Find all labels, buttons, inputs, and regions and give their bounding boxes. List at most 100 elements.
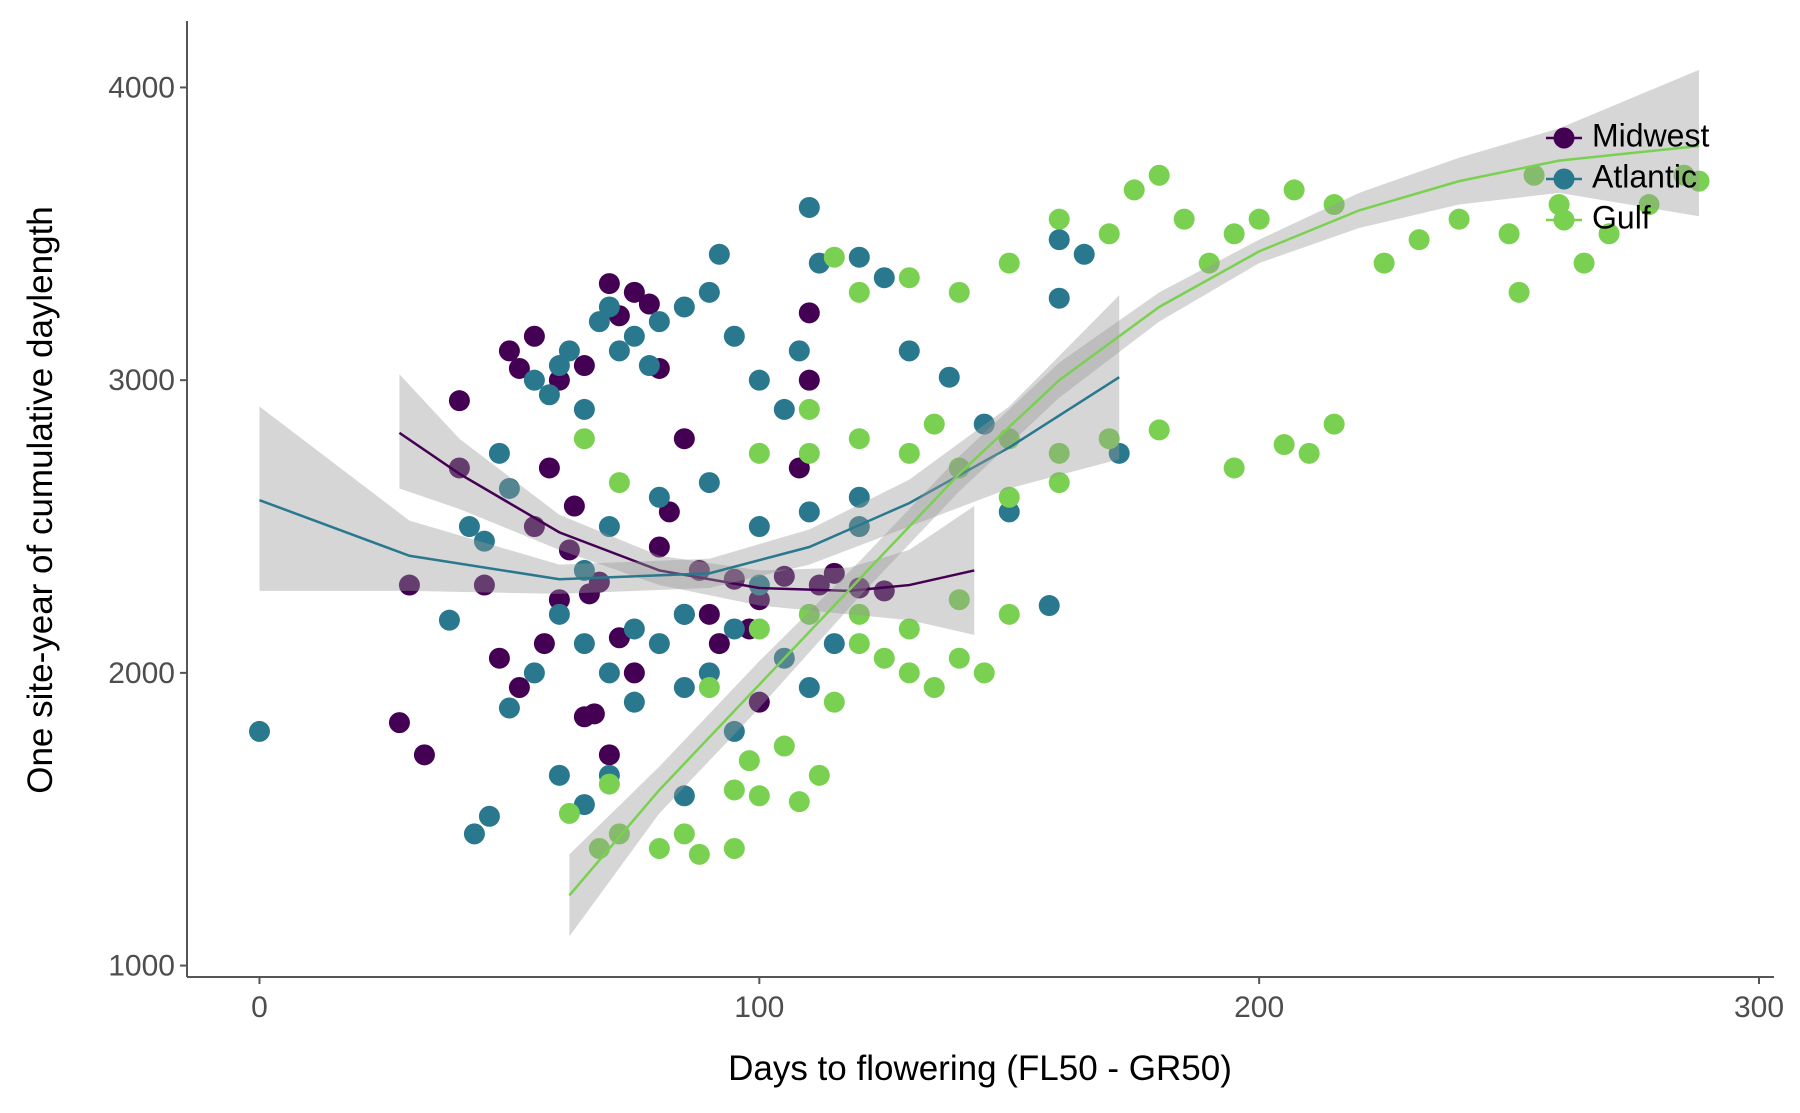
point xyxy=(748,589,770,611)
point xyxy=(598,662,620,684)
point xyxy=(798,677,820,699)
point xyxy=(923,413,945,435)
point xyxy=(1248,208,1270,230)
point xyxy=(1108,442,1130,464)
point xyxy=(673,603,695,625)
point xyxy=(848,486,870,508)
point xyxy=(438,609,460,631)
point xyxy=(638,293,660,315)
point xyxy=(1048,229,1070,251)
point xyxy=(1123,179,1145,201)
point xyxy=(673,677,695,699)
point xyxy=(473,530,495,552)
point xyxy=(1048,442,1070,464)
point xyxy=(1173,208,1195,230)
point xyxy=(588,311,610,333)
point xyxy=(948,589,970,611)
point xyxy=(998,486,1020,508)
point xyxy=(788,340,810,362)
point xyxy=(1598,223,1620,245)
point xyxy=(748,574,770,596)
point xyxy=(558,539,580,561)
point xyxy=(548,369,570,391)
point xyxy=(388,712,410,734)
point xyxy=(548,603,570,625)
point xyxy=(623,281,645,303)
point xyxy=(1523,164,1545,186)
point xyxy=(498,697,520,719)
confidence-band xyxy=(399,374,975,635)
point xyxy=(448,457,470,479)
point xyxy=(648,536,670,558)
point xyxy=(723,837,745,859)
point xyxy=(1498,223,1520,245)
point xyxy=(523,662,545,684)
point xyxy=(723,325,745,347)
y-axis-title: One site-year of cumulative daylength xyxy=(21,206,60,794)
point xyxy=(558,802,580,824)
point xyxy=(573,559,595,581)
point xyxy=(773,565,795,587)
point xyxy=(673,428,695,450)
point xyxy=(898,442,920,464)
point xyxy=(598,744,620,766)
point xyxy=(723,779,745,801)
point xyxy=(698,677,720,699)
point xyxy=(748,369,770,391)
point xyxy=(898,340,920,362)
point xyxy=(748,442,770,464)
point xyxy=(673,785,695,807)
point xyxy=(873,580,895,602)
point xyxy=(998,603,1020,625)
point xyxy=(823,691,845,713)
point xyxy=(848,428,870,450)
point xyxy=(698,662,720,684)
point xyxy=(598,273,620,295)
legend-key xyxy=(1553,168,1575,190)
x-tick-label: 0 xyxy=(251,991,268,1024)
point xyxy=(798,501,820,523)
point xyxy=(1048,208,1070,230)
point xyxy=(1573,252,1595,274)
point xyxy=(1148,164,1170,186)
point xyxy=(798,369,820,391)
x-tick-label: 100 xyxy=(734,991,784,1024)
point xyxy=(1298,442,1320,464)
point xyxy=(848,577,870,599)
point xyxy=(1048,287,1070,309)
point xyxy=(848,633,870,655)
point xyxy=(748,785,770,807)
point xyxy=(498,477,520,499)
point xyxy=(998,501,1020,523)
point xyxy=(1283,179,1305,201)
point xyxy=(738,750,760,772)
point xyxy=(948,281,970,303)
point xyxy=(688,843,710,865)
point xyxy=(798,196,820,218)
point xyxy=(708,633,730,655)
point xyxy=(623,618,645,640)
point xyxy=(523,369,545,391)
point xyxy=(498,340,520,362)
point xyxy=(898,618,920,640)
point xyxy=(1448,208,1470,230)
point xyxy=(798,302,820,324)
point xyxy=(748,516,770,538)
confidence-band xyxy=(259,295,1120,594)
point xyxy=(848,603,870,625)
legend-label: Gulf xyxy=(1592,199,1651,235)
point xyxy=(948,647,970,669)
point xyxy=(1223,457,1245,479)
x-tick-label: 300 xyxy=(1734,991,1784,1024)
point xyxy=(1198,252,1220,274)
point xyxy=(898,267,920,289)
point xyxy=(788,457,810,479)
smooth-line xyxy=(259,376,1120,581)
point xyxy=(1373,252,1395,274)
point xyxy=(533,633,555,655)
point xyxy=(648,633,670,655)
point xyxy=(673,296,695,318)
point xyxy=(458,516,480,538)
point xyxy=(583,703,605,725)
point xyxy=(973,413,995,435)
